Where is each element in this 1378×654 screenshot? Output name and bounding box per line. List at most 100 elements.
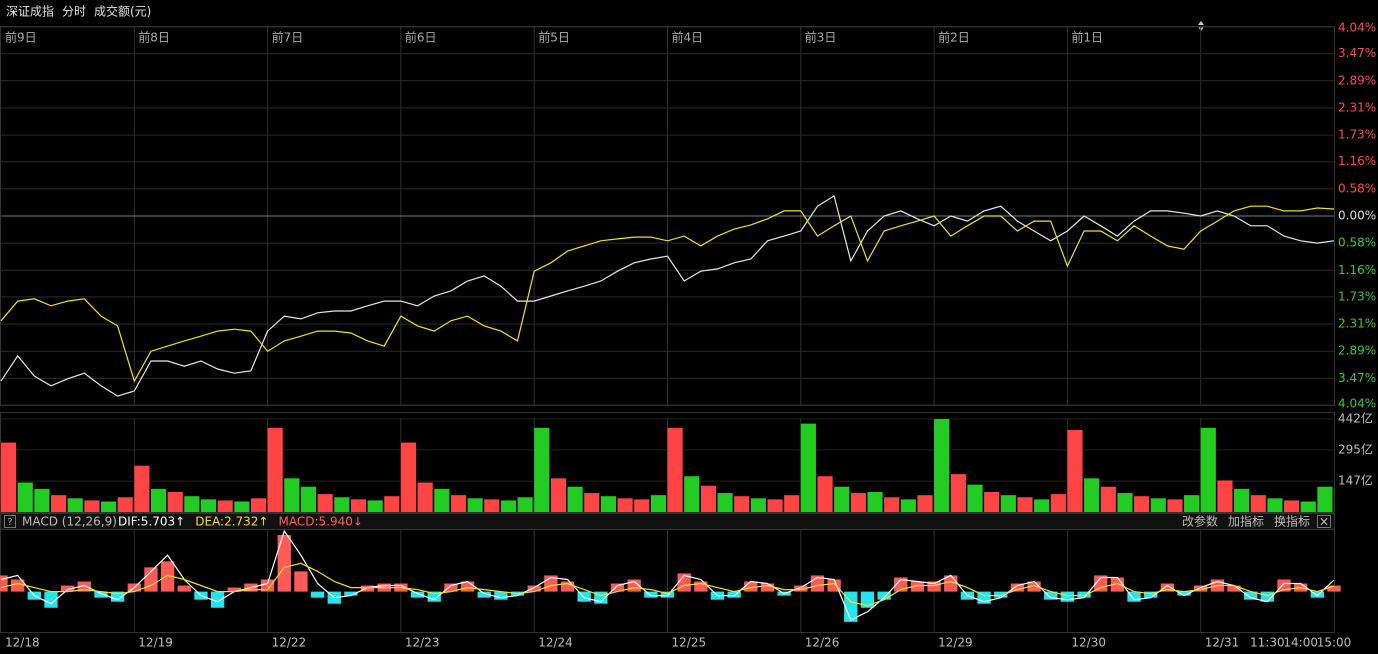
macd-bar	[994, 591, 1008, 598]
volume-bar	[717, 493, 733, 512]
macd-bar	[360, 585, 375, 592]
macd-bar	[877, 591, 891, 600]
volume-bar	[100, 501, 117, 512]
close-box[interactable]	[1317, 515, 1331, 528]
x-tick-label: 12/22	[272, 636, 307, 650]
volume-bar	[1000, 495, 1016, 512]
volume-bar	[900, 499, 916, 512]
macd-bar	[427, 591, 441, 602]
volume-bar	[117, 497, 133, 512]
mode[interactable]: 分时	[62, 5, 86, 19]
close-icon[interactable]: ×	[1319, 515, 1329, 529]
volume-bar	[217, 500, 233, 512]
macd-bar	[1260, 591, 1275, 602]
volume-bar	[667, 427, 683, 512]
x-tick-label: 15:00	[1317, 636, 1352, 650]
volume-bar	[734, 496, 750, 512]
macd-bar	[744, 581, 758, 592]
toolbar-button[interactable]: 换指标	[1274, 514, 1310, 529]
volume-bar	[550, 478, 567, 512]
macd-bar	[794, 585, 808, 592]
help-box[interactable]	[4, 515, 16, 528]
x-tick-label: 12/24	[538, 636, 573, 650]
macd-bar	[260, 579, 275, 592]
macd-bar	[577, 591, 591, 602]
y-tick-label: 3.47%	[1338, 46, 1376, 60]
macd-bar	[77, 581, 91, 592]
volume-bar	[50, 495, 67, 512]
volume-bar	[1150, 498, 1166, 512]
volume-bar	[800, 423, 816, 512]
x-tick-label: 12/26	[805, 636, 840, 650]
volume-bar	[517, 497, 533, 512]
y-tick-label: 442亿	[1338, 411, 1373, 426]
y-tick-label: 1.16%	[1338, 263, 1376, 277]
volume-bar	[817, 476, 833, 512]
volume-bar	[1284, 500, 1300, 512]
volume-bar	[17, 482, 33, 512]
volume-bar	[1217, 480, 1233, 512]
macd-bar	[210, 591, 225, 608]
volume-bar	[1100, 486, 1116, 512]
volume-bar	[84, 500, 100, 512]
help-icon[interactable]: ?	[7, 517, 12, 528]
macd-line	[0, 562, 1335, 607]
volume-bar	[1300, 501, 1316, 512]
toolbar-button[interactable]: 加指标	[1228, 514, 1264, 529]
macd-bar	[727, 591, 741, 598]
day-label: 前8日	[138, 30, 170, 45]
macd-bar	[44, 591, 58, 608]
day-label: 前3日	[805, 30, 837, 45]
volume-bar	[917, 495, 933, 512]
volume-bar	[700, 485, 716, 512]
indicator-value: DIF:5.703↑	[118, 515, 185, 529]
volume-bar	[967, 484, 983, 512]
macd-bar	[460, 581, 475, 592]
volume-bar	[867, 492, 883, 512]
y-tick-label: 147亿	[1338, 473, 1373, 488]
x-tick-label: 12/31	[1205, 636, 1240, 650]
volume-bar	[34, 488, 50, 512]
y-tick-label: 295亿	[1338, 441, 1373, 456]
x-tick-label: 12/25	[672, 636, 707, 650]
x-tick-label: 12/29	[938, 636, 973, 650]
volume-bar	[184, 496, 200, 512]
x-tick-label: 12/18	[5, 636, 40, 650]
drag-handle[interactable]	[1198, 21, 1204, 31]
y-tick-label: 2.89%	[1338, 73, 1376, 87]
volume-bar	[500, 500, 517, 512]
volume-bar	[934, 419, 950, 512]
macd-bar	[760, 583, 775, 592]
day-label: 前7日	[272, 30, 304, 45]
y-tick-label: 2.89%	[1338, 344, 1376, 358]
macd-line	[0, 529, 1335, 621]
macd-bar	[1327, 585, 1341, 592]
volume-bar	[1117, 493, 1133, 512]
macd-bar	[344, 591, 358, 596]
macd-bar	[927, 581, 941, 592]
macd-bar	[110, 591, 125, 602]
y-tick-label: 2.31%	[1338, 317, 1376, 331]
volume-bar	[1050, 494, 1066, 512]
macd-bar	[1094, 575, 1108, 592]
y-tick-label: 4.04%	[1338, 397, 1376, 411]
macd-bar	[410, 591, 425, 598]
x-tick-label: 12/30	[1071, 636, 1106, 650]
volume-bar	[134, 465, 150, 512]
macd-bar	[910, 581, 925, 592]
macd-bar	[560, 581, 575, 592]
x-tick-label: 11:30	[1250, 636, 1285, 650]
volume-bar	[434, 488, 450, 512]
macd-bar	[894, 577, 908, 592]
volume-bar	[1317, 486, 1333, 512]
price-line	[0, 205, 1335, 383]
measure[interactable]: 成交额(元)	[94, 4, 151, 19]
volume-bar	[1167, 499, 1183, 512]
indicator-value: MACD:5.940↓	[278, 515, 362, 529]
macd-bar	[144, 567, 158, 592]
toolbar-button[interactable]: 改参数	[1182, 514, 1218, 529]
macd-bar	[527, 585, 541, 592]
y-tick-label: 0.58%	[1338, 236, 1376, 250]
